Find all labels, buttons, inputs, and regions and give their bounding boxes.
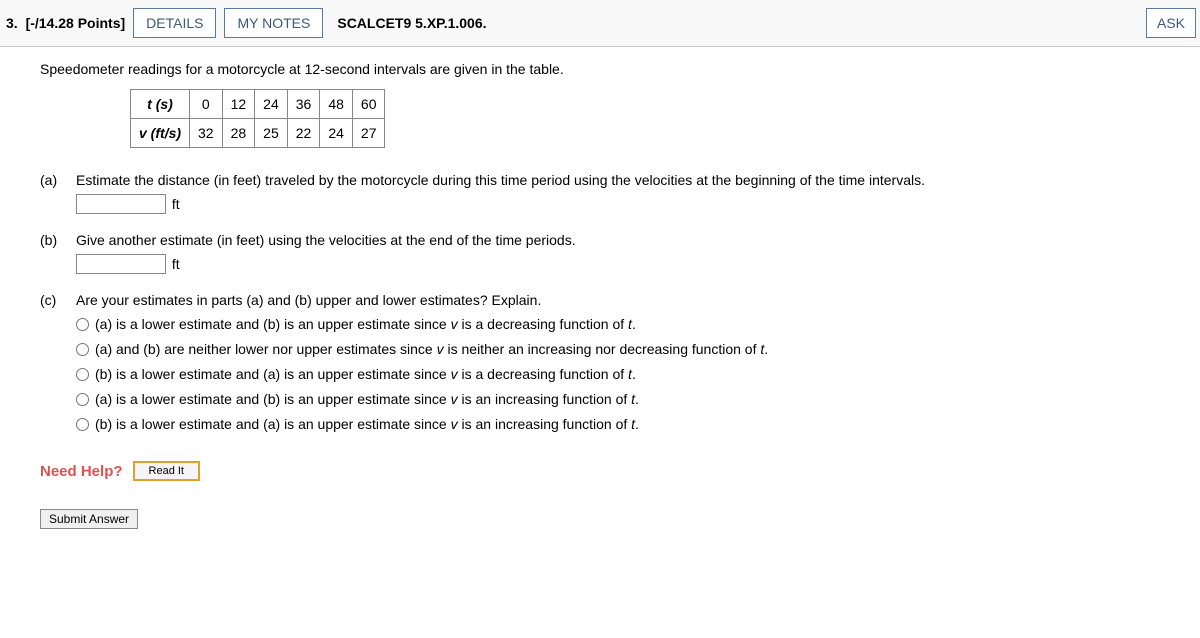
radio-label: (a) and (b) are neither lower nor upper … xyxy=(95,339,768,360)
part-a: (a) Estimate the distance (in feet) trav… xyxy=(40,172,1160,214)
radio-option[interactable]: (a) is a lower estimate and (b) is an up… xyxy=(76,389,1160,410)
part-a-label: (a) xyxy=(40,172,76,214)
part-b-input[interactable] xyxy=(76,254,166,274)
table-cell: 25 xyxy=(255,119,288,148)
part-a-text: Estimate the distance (in feet) traveled… xyxy=(76,172,1160,188)
radio-input-3[interactable] xyxy=(76,368,89,381)
radio-option[interactable]: (b) is a lower estimate and (a) is an up… xyxy=(76,414,1160,435)
part-b-unit: ft xyxy=(172,256,180,272)
part-b-text: Give another estimate (in feet) using th… xyxy=(76,232,1160,248)
radio-input-1[interactable] xyxy=(76,318,89,331)
radio-input-5[interactable] xyxy=(76,418,89,431)
mynotes-button[interactable]: MY NOTES xyxy=(224,8,323,38)
part-a-input[interactable] xyxy=(76,194,166,214)
table-cell: 12 xyxy=(222,90,255,119)
radio-input-4[interactable] xyxy=(76,393,89,406)
ask-button[interactable]: ASK xyxy=(1146,8,1196,38)
radio-option[interactable]: (a) is a lower estimate and (b) is an up… xyxy=(76,314,1160,335)
data-table: t (s) 0 12 24 36 48 60 v (ft/s) 32 28 25… xyxy=(130,89,385,148)
radio-label: (a) is a lower estimate and (b) is an up… xyxy=(95,389,639,410)
table-cell: 0 xyxy=(190,90,223,119)
table-cell: 60 xyxy=(352,90,385,119)
details-button[interactable]: DETAILS xyxy=(133,8,216,38)
assignment-code: SCALCET9 5.XP.1.006. xyxy=(337,15,486,31)
row-header-t: t (s) xyxy=(131,90,190,119)
read-it-button[interactable]: Read It xyxy=(133,461,200,481)
need-help-row: Need Help? Read It xyxy=(40,461,1160,481)
points-label: [-/14.28 Points] xyxy=(26,15,126,31)
question-number: 3. [-/14.28 Points] xyxy=(4,15,125,31)
radio-input-2[interactable] xyxy=(76,343,89,356)
table-cell: 24 xyxy=(320,119,353,148)
part-c-label: (c) xyxy=(40,292,76,439)
part-c: (c) Are your estimates in parts (a) and … xyxy=(40,292,1160,439)
radio-option[interactable]: (a) and (b) are neither lower nor upper … xyxy=(76,339,1160,360)
table-row: t (s) 0 12 24 36 48 60 xyxy=(131,90,385,119)
part-a-unit: ft xyxy=(172,196,180,212)
radio-label: (b) is a lower estimate and (a) is an up… xyxy=(95,364,636,385)
table-row: v (ft/s) 32 28 25 22 24 27 xyxy=(131,119,385,148)
radio-label: (b) is a lower estimate and (a) is an up… xyxy=(95,414,639,435)
part-b-label: (b) xyxy=(40,232,76,274)
table-cell: 27 xyxy=(352,119,385,148)
need-help-label: Need Help? xyxy=(40,463,123,480)
table-cell: 24 xyxy=(255,90,288,119)
table-cell: 22 xyxy=(287,119,320,148)
table-cell: 36 xyxy=(287,90,320,119)
part-c-text: Are your estimates in parts (a) and (b) … xyxy=(76,292,1160,308)
part-c-options: (a) is a lower estimate and (b) is an up… xyxy=(76,314,1160,435)
question-content: Speedometer readings for a motorcycle at… xyxy=(0,47,1200,549)
question-header: 3. [-/14.28 Points] DETAILS MY NOTES SCA… xyxy=(0,0,1200,47)
part-b: (b) Give another estimate (in feet) usin… xyxy=(40,232,1160,274)
row-header-v: v (ft/s) xyxy=(131,119,190,148)
table-cell: 32 xyxy=(190,119,223,148)
radio-label: (a) is a lower estimate and (b) is an up… xyxy=(95,314,636,335)
radio-option[interactable]: (b) is a lower estimate and (a) is an up… xyxy=(76,364,1160,385)
table-cell: 48 xyxy=(320,90,353,119)
qnum: 3. xyxy=(4,15,18,31)
intro-text: Speedometer readings for a motorcycle at… xyxy=(40,61,1160,77)
table-cell: 28 xyxy=(222,119,255,148)
submit-answer-button[interactable]: Submit Answer xyxy=(40,509,138,529)
